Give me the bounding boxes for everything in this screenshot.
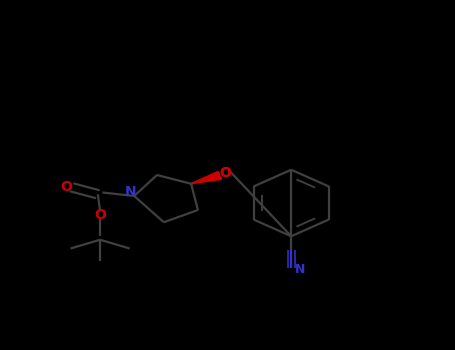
Text: O: O bbox=[60, 180, 72, 194]
Text: O: O bbox=[219, 166, 231, 180]
Text: N: N bbox=[125, 186, 136, 199]
Polygon shape bbox=[191, 172, 222, 184]
Text: O: O bbox=[94, 208, 106, 222]
Text: N: N bbox=[295, 263, 305, 276]
Text: O: O bbox=[219, 166, 231, 180]
